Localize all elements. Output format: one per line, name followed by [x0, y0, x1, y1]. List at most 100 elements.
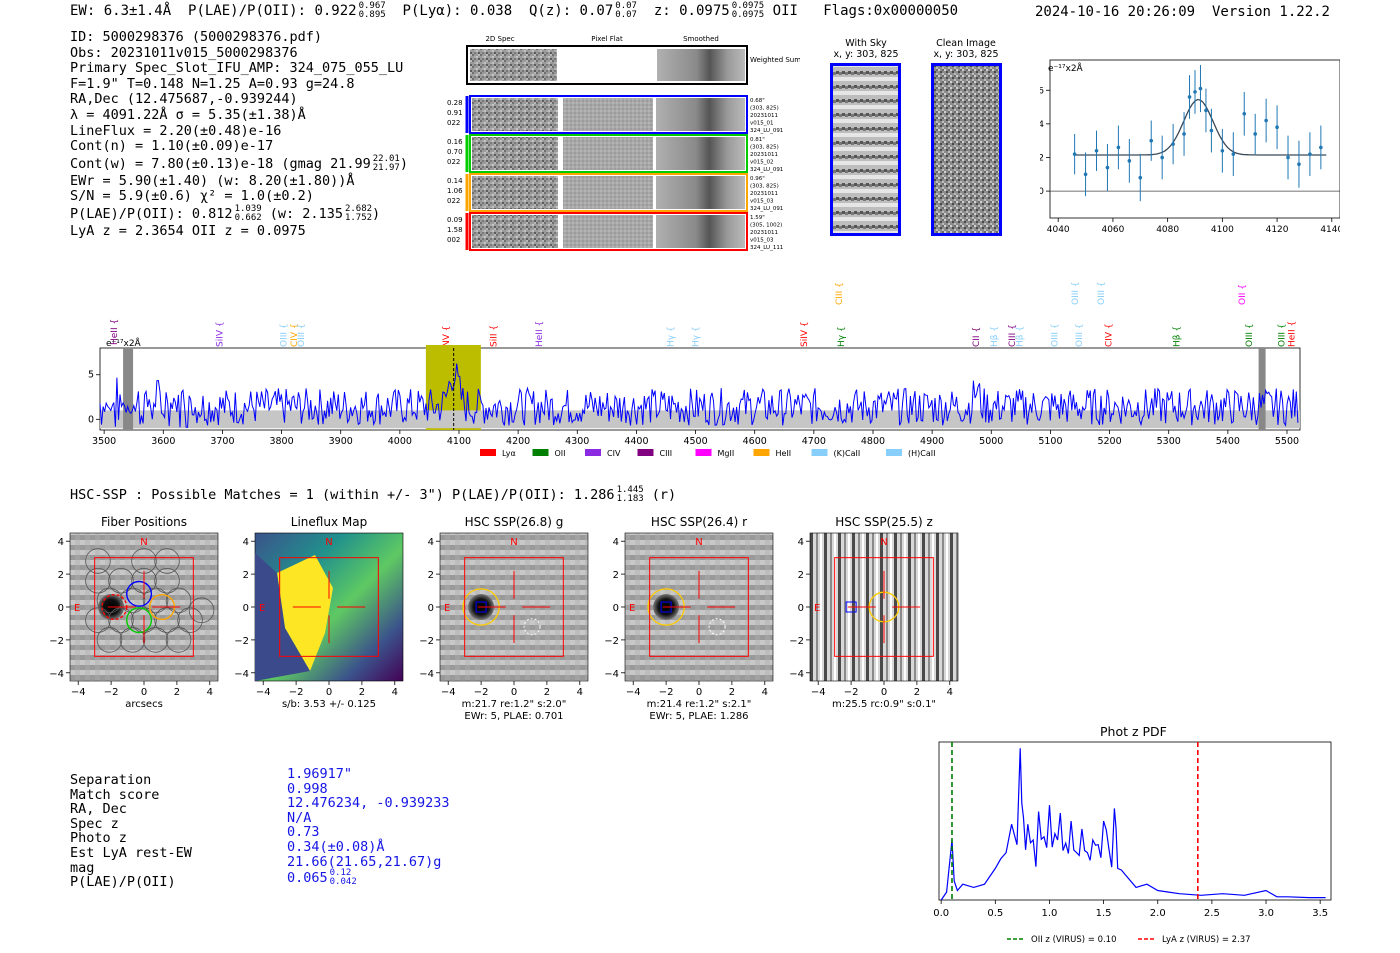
cutout-smoothed — [656, 98, 745, 131]
info-plae: P(LAE)/P(OII): 0.812 1.039 0.662 (w: 2.135… — [70, 203, 381, 223]
legend-swatch — [886, 449, 902, 456]
cutout-row-side-label: 0.91 — [447, 109, 463, 117]
panel-ytick-label: 2 — [613, 570, 619, 581]
full-xtick-label: 5000 — [979, 436, 1003, 447]
photz-xtick-label: 2.5 — [1204, 908, 1220, 919]
zoom-data-point — [1171, 142, 1175, 146]
image-panel: Lineflux Map N E −4 −4 −2 −2 0 0 2 2 4 4 s/b: 3.53 +/… — [234, 515, 404, 710]
fiber-circle — [85, 567, 111, 594]
emission-line-label: Hγ { — [667, 326, 677, 347]
legend-label: CIV — [607, 449, 621, 458]
masked-region — [1258, 348, 1266, 430]
emission-line-label: SiII { — [489, 325, 499, 347]
panel-ytick-label: 0 — [58, 603, 64, 614]
panel-ytick-label: 4 — [243, 537, 249, 548]
match-label: Est LyA rest-EW — [70, 844, 192, 861]
legend-label: MgII — [718, 449, 735, 458]
image-panel: HSC SSP(26.8) g N E −4 −4 −2 −2 0 0 2 2 4 4 m:21.7 re… — [419, 515, 589, 722]
header-z-line: OII — [772, 3, 798, 19]
cutout-row-info: 0.96" — [750, 176, 765, 182]
photz-pdf-line — [940, 748, 1326, 901]
zoom-data-point — [1160, 155, 1164, 160]
panel-xtick-label: −4 — [71, 687, 86, 698]
cutout-row-side-label: 1.58 — [447, 226, 463, 234]
zoom-data-point — [1297, 162, 1301, 167]
search-box — [94, 557, 194, 657]
panel-image — [624, 532, 774, 682]
cutout-row-info: (305, 1002) — [750, 223, 782, 229]
fiber-circle — [108, 607, 134, 633]
emission-line-label: OIII { — [1071, 281, 1081, 305]
full-xtick-label: 3900 — [329, 436, 353, 447]
panel-ytick-label: 0 — [798, 603, 804, 614]
panel-xtick-label: −2 — [474, 687, 489, 698]
cutout-row-frame — [469, 173, 748, 212]
emission-line-label: CIV { — [290, 323, 300, 347]
fiber-highlight — [126, 607, 153, 634]
fiber-circle — [165, 627, 192, 653]
panel-ytick-label: 4 — [428, 537, 434, 548]
fiber-circle — [108, 567, 134, 594]
photz-xtick-label: 0.5 — [987, 908, 1003, 919]
panel-xtick-label: 4 — [762, 687, 768, 698]
cutout-row-side-label: 022 — [447, 197, 460, 205]
full-xtick-label: 4000 — [388, 436, 412, 447]
cutout-2d-spec — [472, 176, 558, 209]
panel-image — [809, 532, 959, 682]
info-lyaz: LyA z = 2.3654 OII z = 0.0975 — [70, 222, 306, 239]
match-label: Match score — [70, 786, 160, 803]
header-plae: P(LAE)/P(OII): 0.922 — [188, 3, 357, 19]
match-label: Photo z — [70, 830, 127, 847]
match-value: 0.065 0.12 0.042 — [287, 868, 357, 888]
full-ylabel: e⁻¹⁷x2Å — [106, 337, 142, 349]
north-label: N — [510, 537, 517, 548]
zoom-data-point — [1105, 165, 1110, 170]
cutout-2d-spec — [472, 137, 558, 170]
match-value: 1.96917" — [287, 766, 353, 782]
full-xtick-label: 5500 — [1275, 436, 1299, 447]
zoom-data-point — [1182, 132, 1186, 136]
full-xtick-label: 5400 — [1216, 436, 1240, 447]
zoom-data-point — [1242, 111, 1247, 116]
zoom-ytick-label: 4 — [1040, 120, 1044, 130]
match-value: 0.73 — [287, 824, 320, 841]
east-label: E — [444, 603, 450, 614]
match-value: 12.476234, -0.939233 — [287, 795, 450, 812]
info-lambda: λ = 4091.22Å σ = 5.35(±1.38)Å — [70, 106, 306, 123]
legend-oii: OII z (VIRUS) = 0.10 — [1031, 935, 1117, 945]
panel-image — [69, 532, 219, 682]
fiber-circle — [165, 587, 192, 614]
legend-label: OII — [555, 449, 566, 458]
full-xtick-label: 4400 — [624, 436, 648, 447]
photz-plot-area — [938, 741, 1332, 901]
east-label: E — [814, 603, 820, 614]
cutout-row-info: (303, 825) — [750, 145, 779, 151]
zoom-xtick-label: 4040 — [1047, 225, 1070, 235]
emission-line-label: SiIV { — [215, 321, 225, 347]
panel-title: Lineflux Map — [291, 515, 367, 529]
fiber-circle — [154, 607, 180, 633]
photz-xtick-label: 1.0 — [1041, 908, 1057, 919]
legend-lya: LyA z (VIRUS) = 2.37 — [1162, 935, 1251, 945]
north-label: N — [325, 537, 332, 548]
zoom-data-point — [1094, 148, 1099, 153]
panel-ytick-label: 2 — [428, 570, 434, 581]
fiber-circle — [96, 627, 123, 653]
match-label: P(LAE)/P(OII) — [70, 874, 176, 891]
emission-line-label: OII { — [1238, 284, 1248, 305]
cutout-row-info: 324_LU_091 — [750, 167, 783, 173]
panel-xtick-label: −2 — [104, 687, 119, 698]
masked-region — [123, 348, 134, 430]
panel-title: HSC SSP(25.5) z — [835, 515, 933, 529]
zoom-xtick-label: 4120 — [1266, 225, 1289, 235]
zoom-xtick-label: 4080 — [1156, 225, 1179, 235]
fiber-circle — [96, 587, 123, 614]
clean-image-title: Clean Image x, y: 303, 825 — [933, 38, 999, 60]
panel-xtick-label: 4 — [207, 687, 213, 698]
legend-swatch — [811, 449, 828, 456]
panel-caption: m:25.5 rc:0.9" s:0.1" — [832, 699, 936, 710]
cutout-row-info: 20231011 — [750, 230, 778, 236]
match-values: 1.96917" 0.998 12.476234, -0.939233 N/A 0.73… — [287, 766, 450, 888]
